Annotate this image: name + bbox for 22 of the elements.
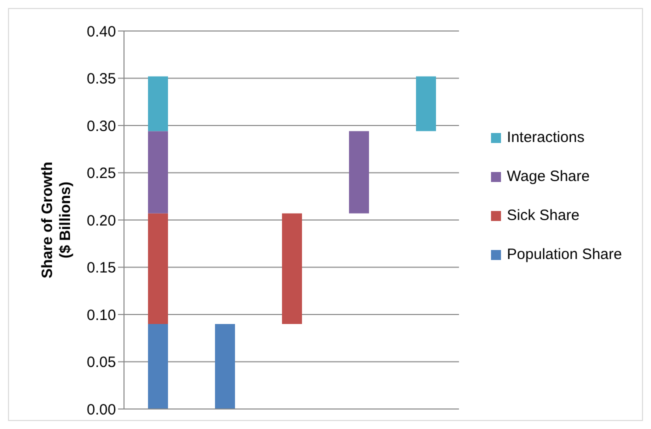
bar: [148, 131, 168, 214]
y-tick-label: 0.20: [86, 212, 116, 230]
y-tick-label: 0.05: [86, 354, 116, 372]
y-tick-label: 0.00: [86, 401, 116, 418]
legend-label: Interactions: [506, 129, 584, 146]
bar: [148, 324, 168, 409]
legend-label: Sick Share: [506, 207, 580, 224]
bar: [416, 76, 436, 132]
y-axis-title: Share of Growth ($ Billions): [39, 162, 74, 278]
bar: [148, 76, 168, 132]
bar: [148, 213, 168, 324]
legend-label: Population Share: [506, 246, 622, 263]
y-tick-label: 0.10: [86, 306, 116, 324]
bar: [215, 324, 235, 409]
y-tick-label: 0.35: [86, 70, 116, 88]
bar: [349, 131, 369, 214]
y-tick-label: 0.30: [86, 118, 116, 135]
y-tick-label: 0.25: [86, 165, 116, 182]
bar: [282, 213, 302, 324]
y-tick-label: 0.40: [86, 23, 116, 40]
legend-label: Wage Share: [506, 168, 590, 185]
y-tick-label: 0.15: [86, 260, 116, 277]
